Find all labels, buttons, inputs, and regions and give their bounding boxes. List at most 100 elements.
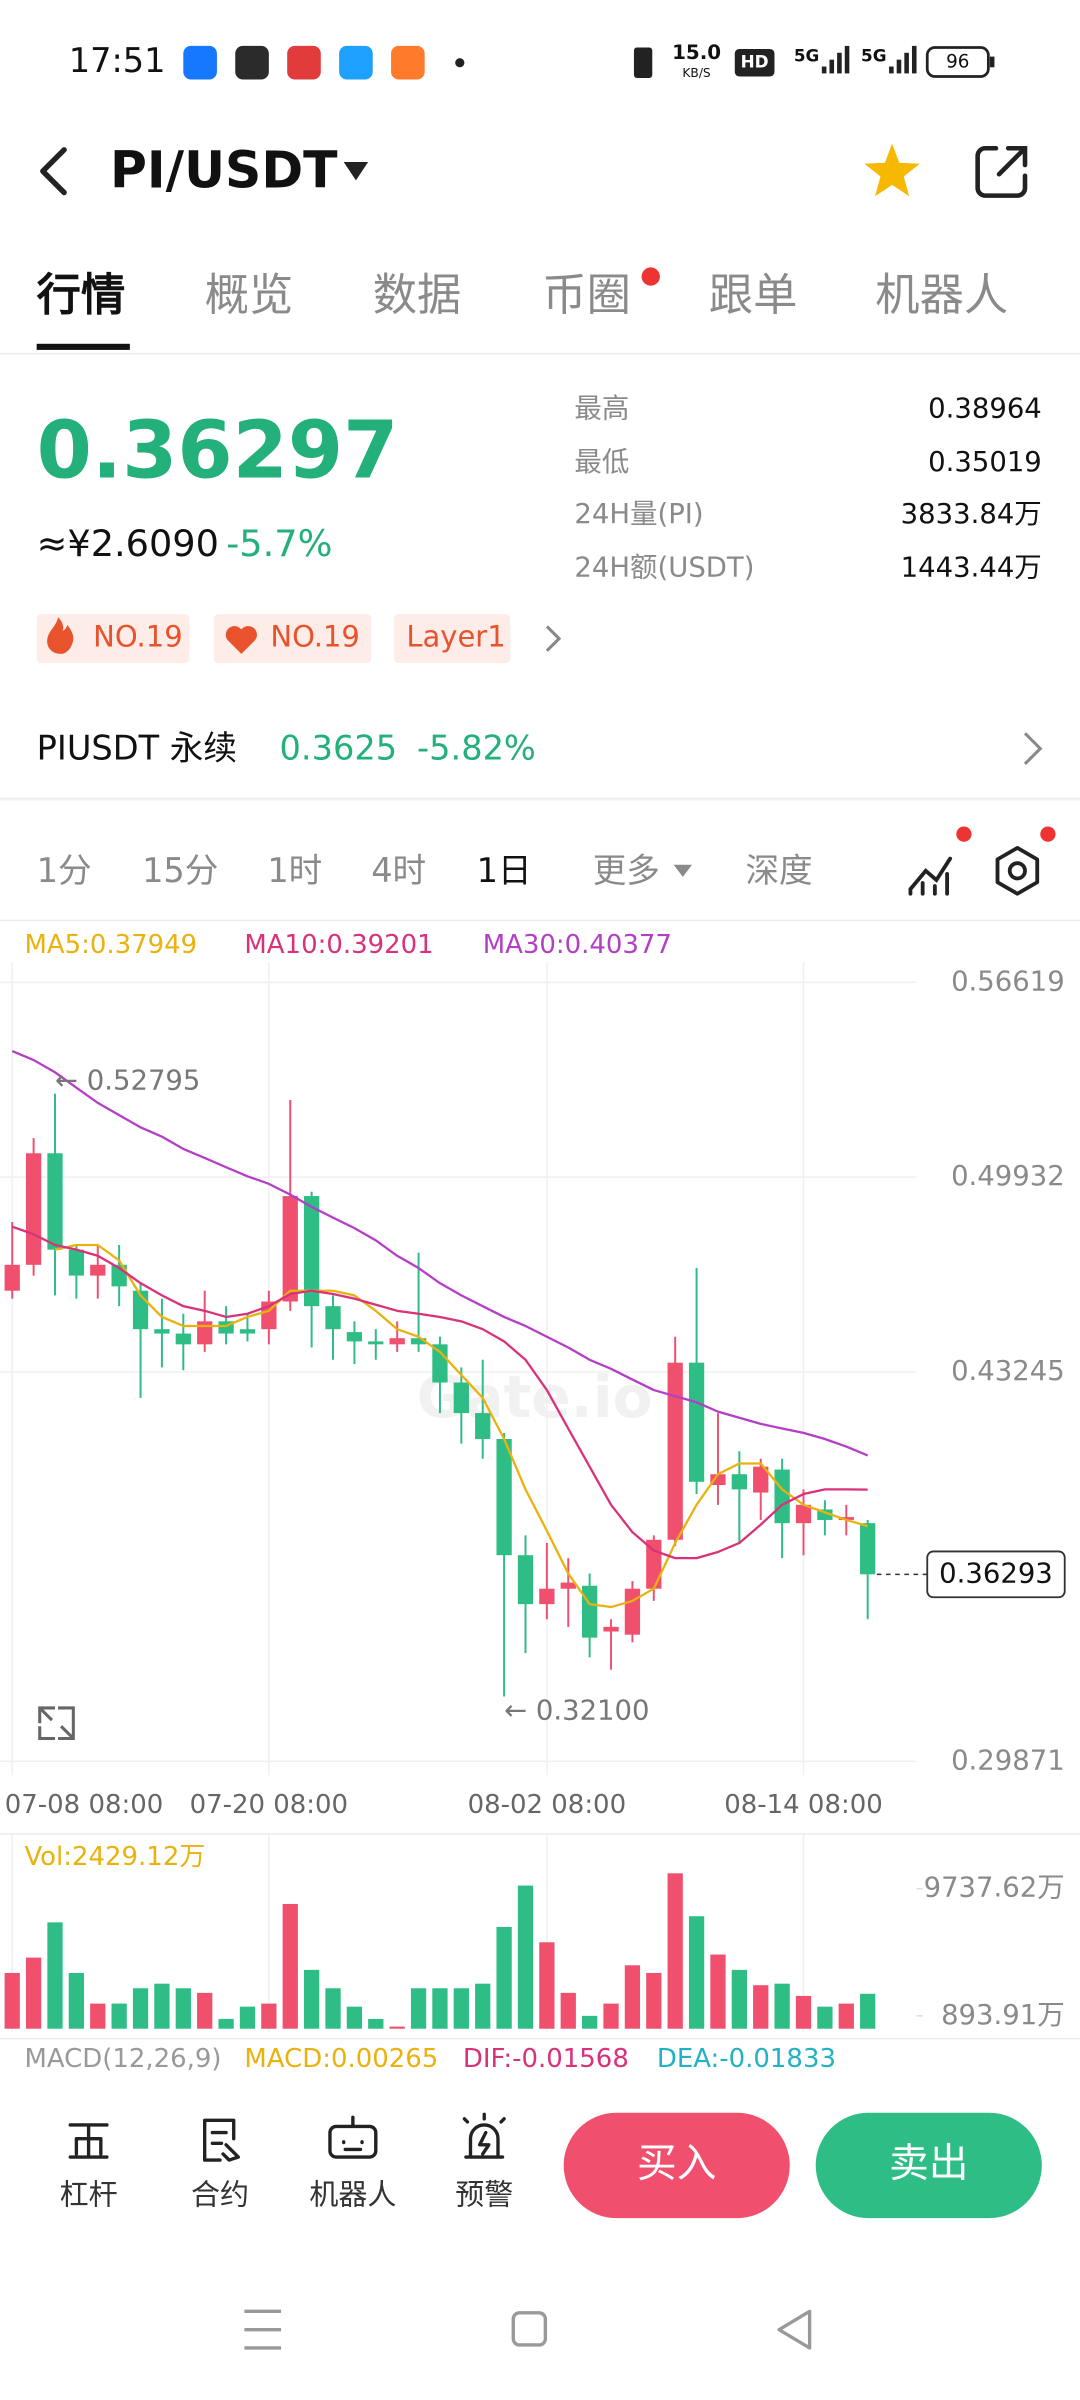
- back-button[interactable]: [40, 147, 67, 196]
- ma-line: [11, 1049, 869, 1457]
- buy-button[interactable]: [563, 2112, 790, 2219]
- last-price-label: 0.36293: [939, 1557, 1053, 1589]
- candle-body: [838, 1517, 854, 1520]
- nav-menu[interactable]: [244, 2309, 282, 2350]
- share-button[interactable]: [975, 145, 1028, 198]
- hd-label: HD: [741, 52, 769, 72]
- nav-home[interactable]: [511, 2311, 548, 2347]
- stat-label: 最低: [574, 446, 629, 478]
- candle-body: [368, 1341, 384, 1345]
- tag-label: NO.19: [93, 620, 183, 654]
- tag-chip[interactable]: [36, 614, 190, 664]
- volume-bar: [90, 2003, 106, 2029]
- perpetual-name[interactable]: PIUSDT 永续: [37, 729, 237, 768]
- nav-icon[interactable]: [203, 2118, 240, 2162]
- perpetual-change: -5.82%: [417, 729, 536, 768]
- signal-bar: [904, 52, 909, 74]
- y-tick-label: 0.43245: [951, 1355, 1065, 1387]
- vibrate-icon: [633, 47, 653, 78]
- divider: [0, 2037, 1080, 2040]
- battery-body: [925, 46, 990, 78]
- stat-value: 3833.84万: [901, 498, 1042, 530]
- buy-label[interactable]: 买入: [637, 2141, 716, 2187]
- favorite-star[interactable]: [864, 143, 920, 197]
- interval-option[interactable]: 15分: [142, 851, 218, 890]
- signal-label: 5G: [861, 46, 886, 66]
- tags-more[interactable]: [545, 625, 562, 652]
- tab[interactable]: 概览: [205, 270, 294, 321]
- candle-body: [860, 1523, 876, 1575]
- last-price-box: [926, 1550, 1066, 1599]
- candle-body: [389, 1338, 405, 1345]
- sell-button[interactable]: [815, 2112, 1042, 2219]
- settings-badge: [1040, 826, 1056, 842]
- nav-label[interactable]: 杠杆: [60, 2178, 118, 2212]
- y-tick-label: 0.29871: [951, 1744, 1065, 1776]
- indicator-button[interactable]: [908, 856, 953, 896]
- volume-bar: [860, 1993, 876, 2029]
- nav-icon[interactable]: [328, 2115, 378, 2159]
- volume-legend: Vol:2429.12万: [24, 1842, 205, 1872]
- volume-bar: [475, 1983, 491, 2029]
- ma-line: [54, 1243, 868, 1609]
- perpetual-more[interactable]: [1023, 732, 1043, 765]
- candle-body: [410, 1338, 427, 1345]
- interval-option[interactable]: 更多: [593, 851, 660, 890]
- candle-body: [68, 1249, 85, 1276]
- volume-bar: [817, 2006, 833, 2029]
- nav-label[interactable]: 合约: [191, 2178, 249, 2212]
- volume-bar: [688, 1916, 705, 2029]
- signal-bar: [837, 52, 842, 74]
- candle-body: [582, 1585, 598, 1638]
- cny-price: ≈¥2.6090: [37, 522, 219, 565]
- price-change: -5.7%: [226, 522, 332, 565]
- nav-icon[interactable]: [462, 2112, 506, 2159]
- nav-label[interactable]: 预警: [455, 2178, 513, 2212]
- tab[interactable]: 数据: [373, 270, 462, 321]
- battery-cap: [989, 56, 995, 68]
- interval-option[interactable]: 1时: [267, 851, 322, 890]
- sell-label[interactable]: 卖出: [889, 2141, 968, 2187]
- nav-icon[interactable]: [68, 2123, 109, 2159]
- tag-label: NO.19: [270, 620, 360, 654]
- settings-button[interactable]: [995, 845, 1040, 896]
- candle-body: [667, 1362, 683, 1540]
- status-app-icon: [183, 45, 217, 80]
- divider: [0, 352, 1080, 355]
- tag-chip[interactable]: [213, 614, 372, 664]
- interval-option[interactable]: 4时: [371, 851, 426, 890]
- tab[interactable]: 跟单: [709, 270, 798, 321]
- candle-body: [710, 1474, 726, 1486]
- volume-bar: [624, 1965, 641, 2029]
- interval-option[interactable]: 1日: [477, 851, 532, 890]
- nav-label[interactable]: 机器人: [309, 2178, 396, 2212]
- stat-label: 24H额(USDT): [574, 551, 754, 583]
- tab-badge: [641, 267, 660, 286]
- volume-bar: [667, 1873, 683, 2029]
- interval-option[interactable]: 1分: [37, 851, 92, 890]
- status-app-icon: [339, 45, 373, 80]
- y-tick-label: 0.49932: [951, 1160, 1065, 1192]
- last-price: 0.36297: [37, 403, 399, 496]
- pair-title[interactable]: PI/USDT: [110, 141, 338, 200]
- volume-bar: [795, 1995, 812, 2029]
- volume-bar: [389, 2026, 405, 2029]
- interval-option[interactable]: 深度: [745, 851, 812, 890]
- expand-button[interactable]: [38, 1706, 75, 1740]
- volume-bar: [346, 2006, 363, 2029]
- stat-value: 0.35019: [928, 446, 1042, 478]
- candle-body: [175, 1333, 191, 1345]
- hd-badge: [734, 48, 775, 77]
- stat-label: 最高: [574, 392, 629, 424]
- tag-chip[interactable]: [394, 614, 511, 664]
- tab[interactable]: 机器人: [875, 270, 1008, 321]
- pair-dropdown[interactable]: [343, 162, 369, 181]
- candle-body: [90, 1264, 106, 1276]
- nav-back[interactable]: [777, 2309, 812, 2350]
- y-tick-label: 0.56619: [951, 965, 1065, 997]
- tab[interactable]: 币圈: [542, 270, 631, 321]
- signal-bar: [829, 59, 835, 74]
- tab[interactable]: 行情: [37, 270, 126, 321]
